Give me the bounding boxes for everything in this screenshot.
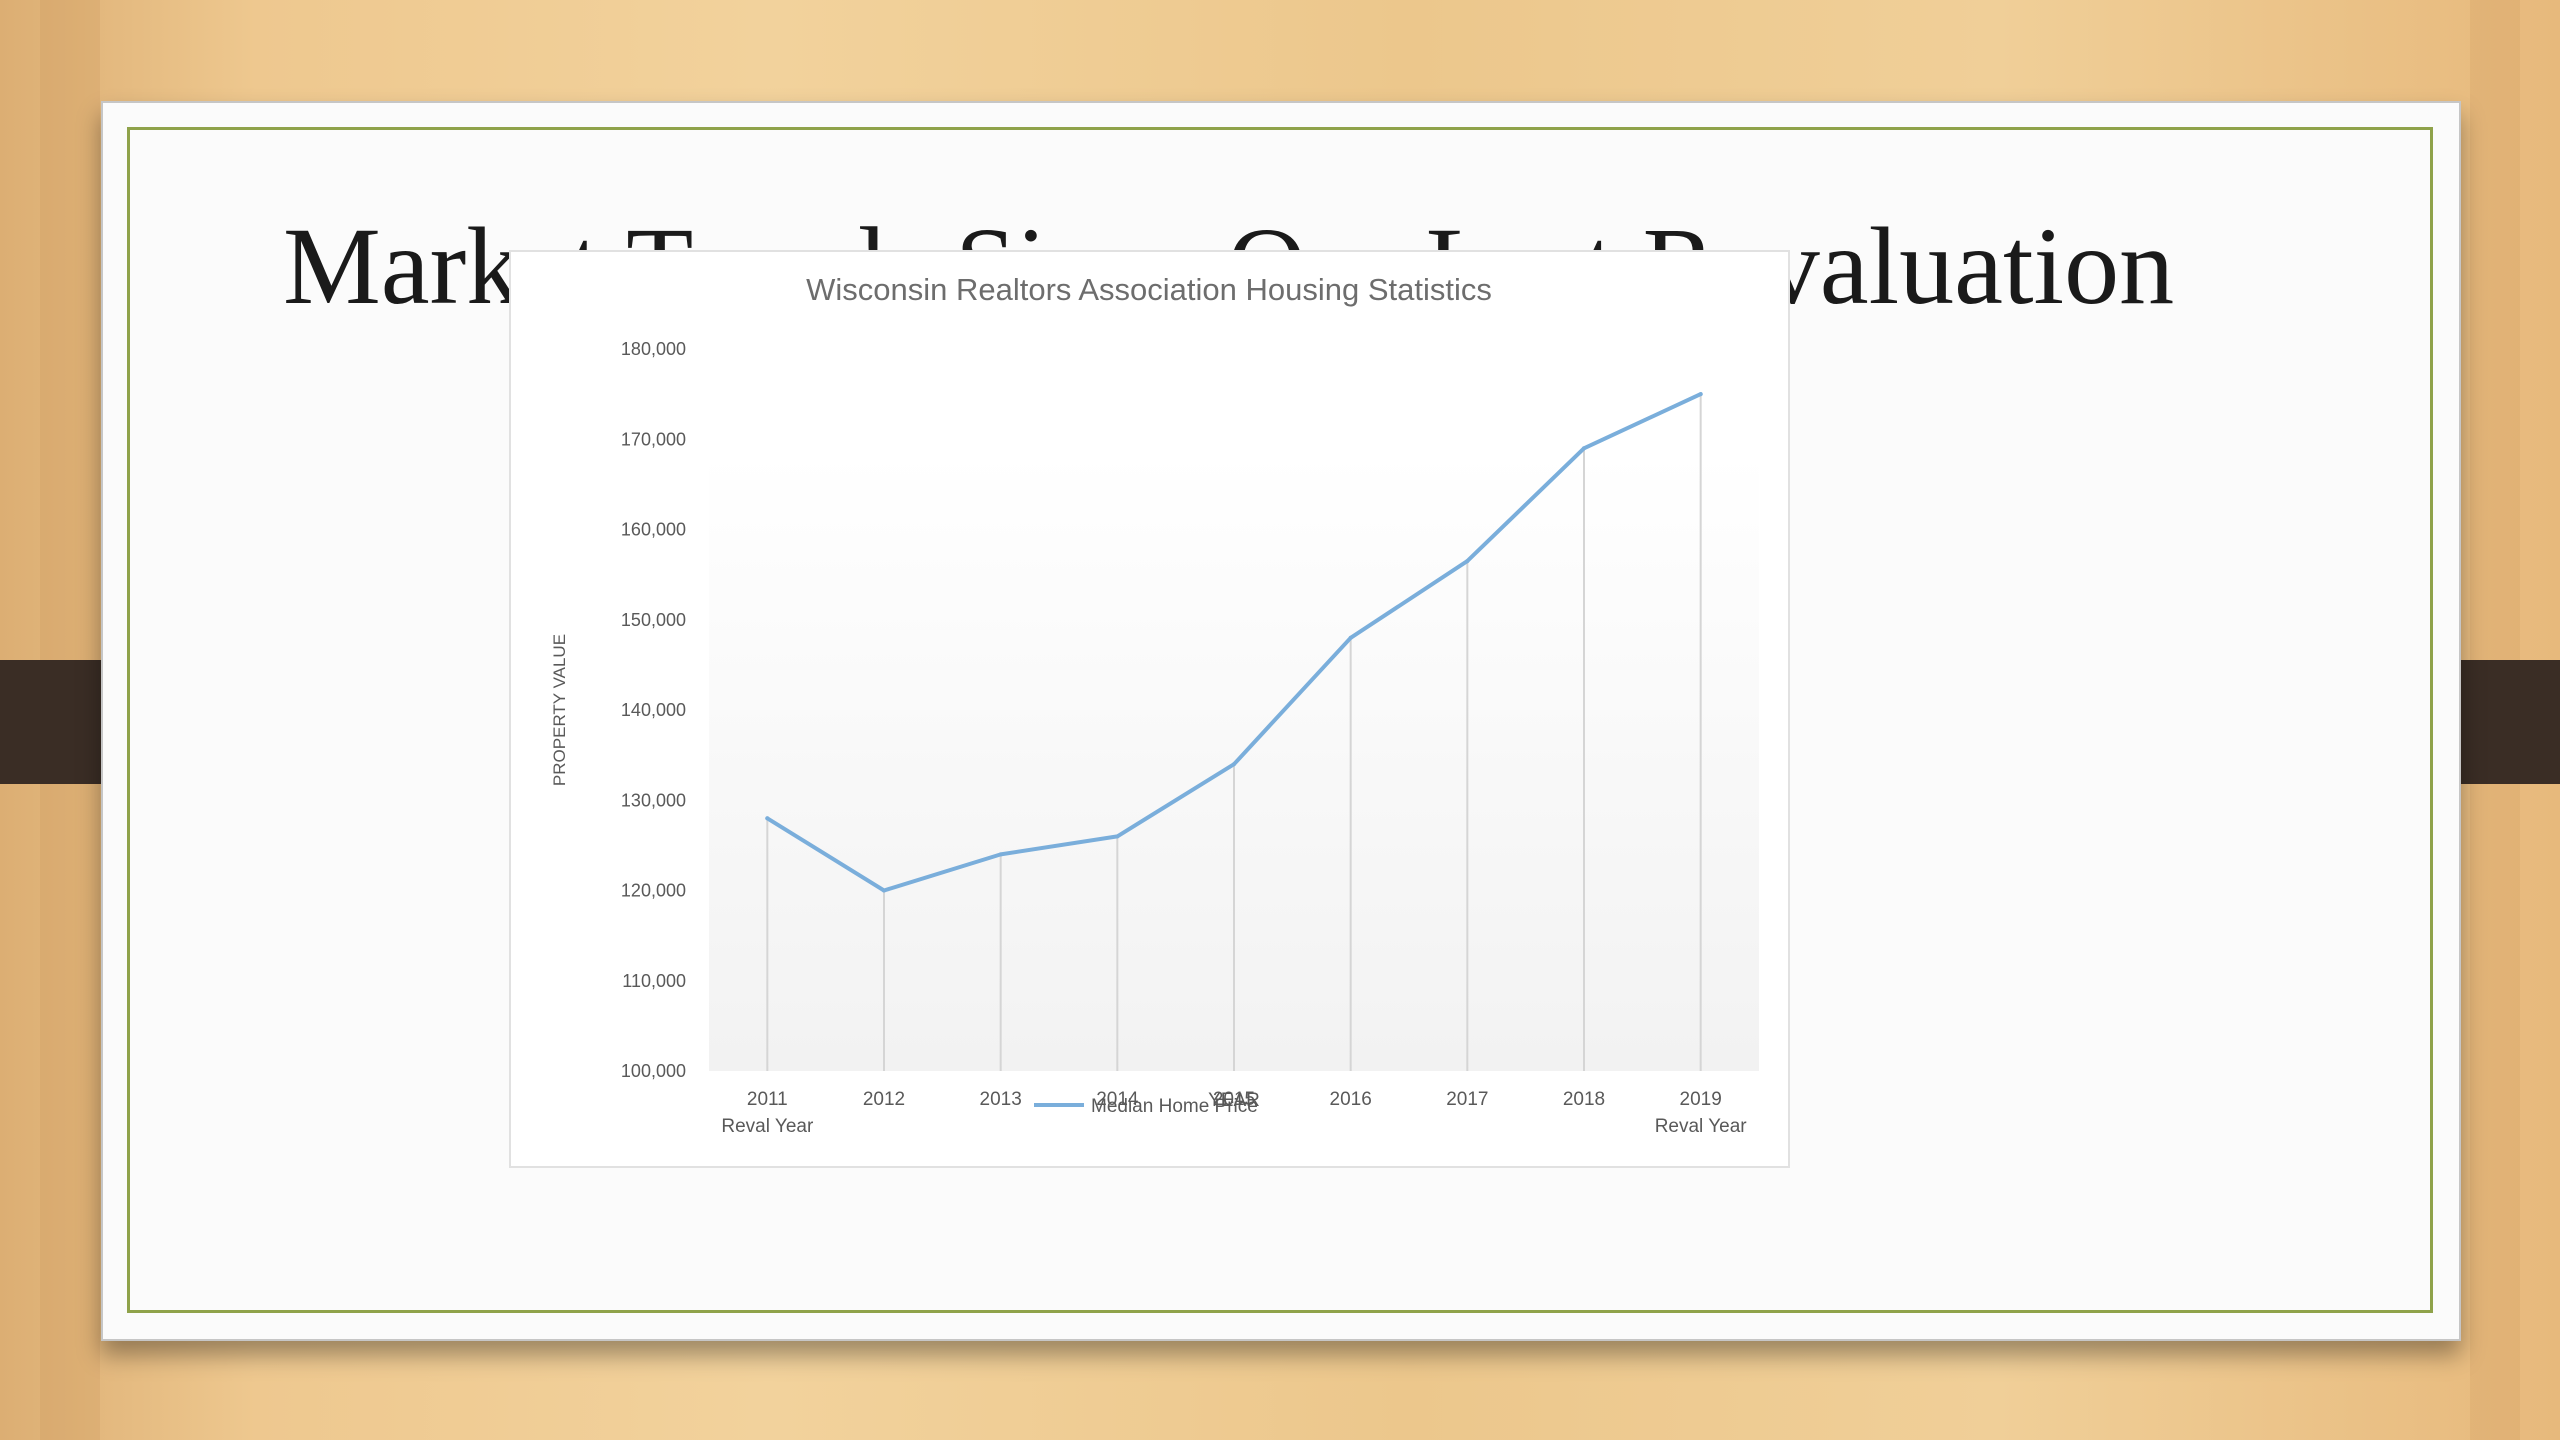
series-points xyxy=(765,392,1703,893)
data-point xyxy=(998,852,1003,857)
x-tick-label: 2012 xyxy=(863,1089,905,1110)
y-tick-label: 170,000 xyxy=(621,429,686,449)
data-point xyxy=(765,816,770,821)
x-tick-sublabel: Reval Year xyxy=(1655,1116,1748,1137)
line-chart: Wisconsin Realtors Association Housing S… xyxy=(550,272,1759,1137)
y-tick-label: 130,000 xyxy=(621,790,686,810)
x-tick-label: 2018 xyxy=(1563,1089,1605,1110)
legend-label: Median Home Price xyxy=(1091,1096,1258,1117)
slide-frame-border xyxy=(127,127,2433,1313)
chart-legend: Median Home Price xyxy=(1034,1096,1258,1117)
y-tick-label: 180,000 xyxy=(621,339,686,359)
x-tick-label: 2016 xyxy=(1330,1089,1372,1110)
data-point xyxy=(1348,635,1353,640)
data-point xyxy=(1698,392,1703,397)
y-tick-label: 160,000 xyxy=(621,520,686,540)
x-tick-label: 2014 xyxy=(1096,1089,1139,1110)
data-point xyxy=(1582,446,1586,451)
x-tick-label: 2019 xyxy=(1680,1089,1722,1110)
y-axis-ticks: 100,000 110,000 120,000 130,000 140,000 150,0… xyxy=(621,339,686,1081)
y-tick-label: 120,000 xyxy=(621,881,686,901)
data-point xyxy=(1465,559,1470,564)
x-axis-ticks: 2011 Reval Year 2012 2013 2014 2015 2016 2017 20… xyxy=(721,1089,1747,1137)
x-tick-label: 2017 xyxy=(1446,1089,1488,1110)
y-tick-label: 140,000 xyxy=(621,700,686,720)
x-tick-sublabel: Reval Year xyxy=(721,1116,814,1137)
y-axis-label: PROPERTY VALUE xyxy=(550,634,569,786)
y-tick-label: 110,000 xyxy=(622,971,686,991)
y-tick-label: 150,000 xyxy=(621,610,686,630)
x-axis-label: YEAR xyxy=(1208,1090,1260,1111)
x-tick-label: 2011 xyxy=(747,1089,788,1110)
data-point xyxy=(882,888,886,893)
data-point xyxy=(1115,834,1120,839)
y-tick-label: 100,000 xyxy=(621,1061,686,1081)
chart-container: Wisconsin Realtors Association Housing S… xyxy=(509,250,1790,1168)
x-tick-label: 2015 xyxy=(1213,1089,1255,1110)
chart-title: Wisconsin Realtors Association Housing S… xyxy=(806,272,1492,307)
drop-lines xyxy=(766,394,1702,1071)
x-tick-label: 2013 xyxy=(980,1089,1022,1110)
data-point xyxy=(1232,762,1236,767)
